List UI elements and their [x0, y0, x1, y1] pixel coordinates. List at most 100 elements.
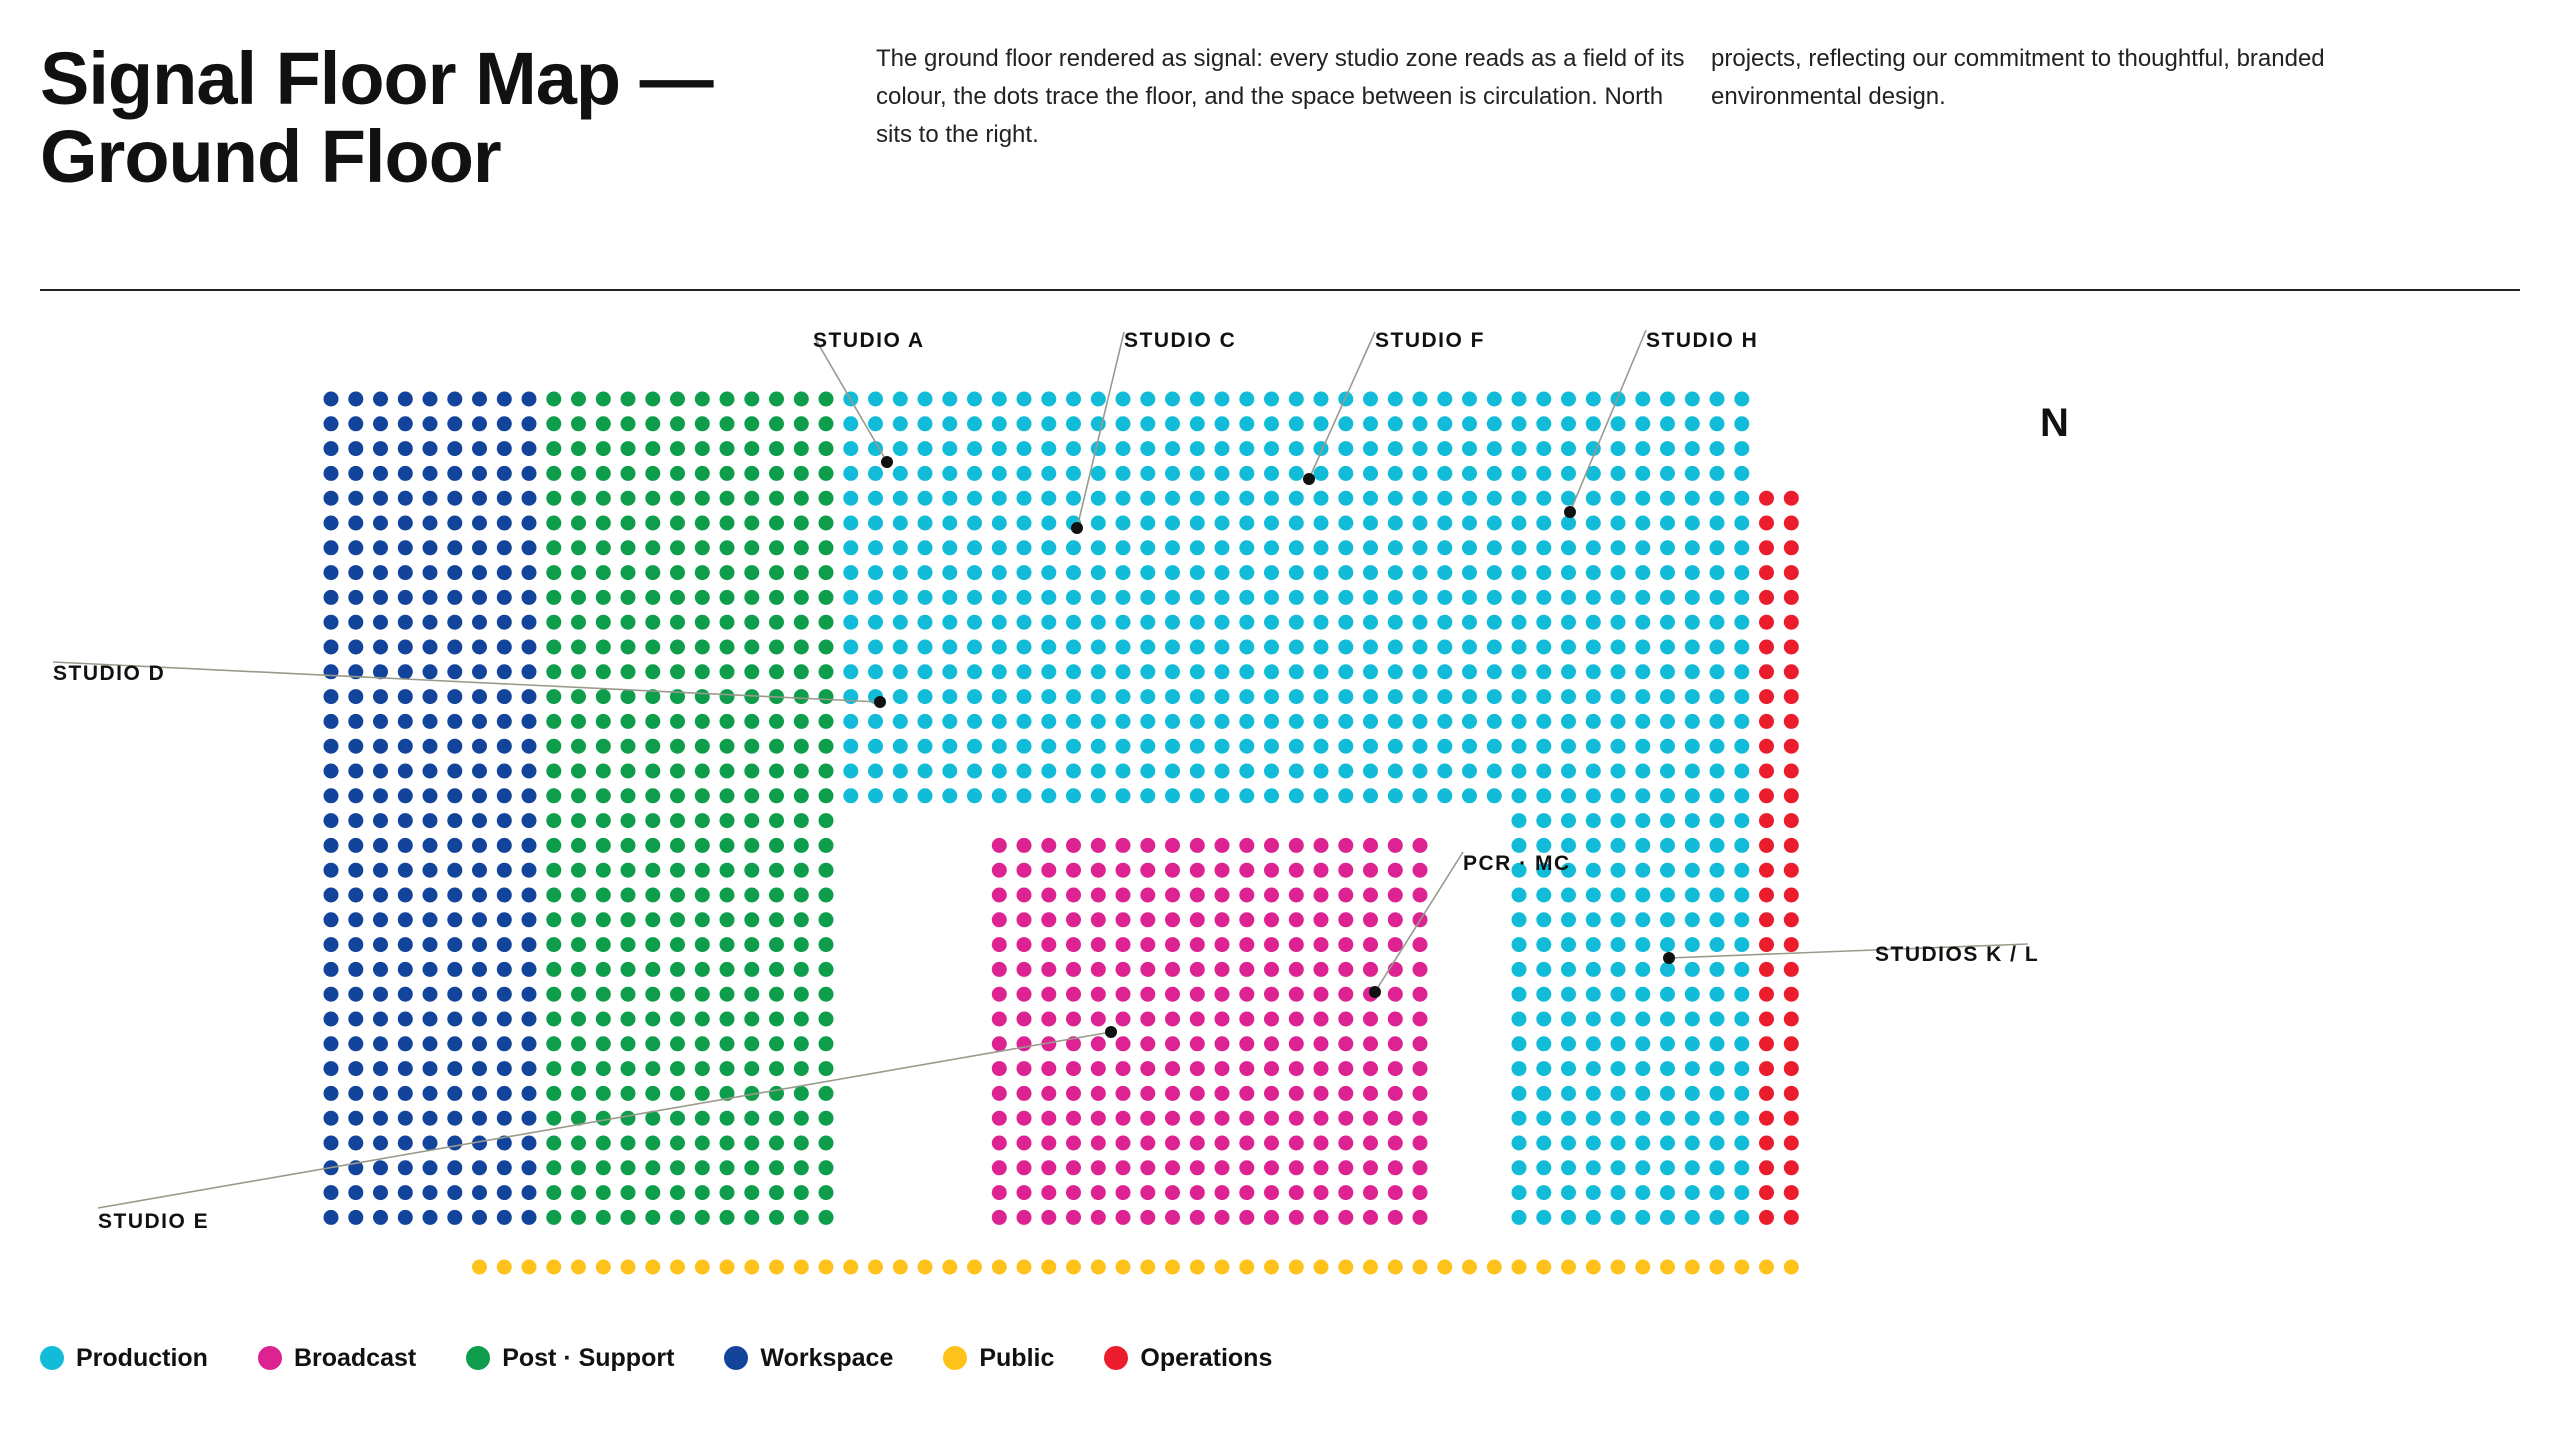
floor-dot-broadcast: [1239, 937, 1255, 953]
floor-dot-workspace: [521, 1135, 537, 1151]
floor-dot-broadcast: [1041, 1085, 1057, 1101]
floor-dot-production: [942, 788, 958, 804]
floor-dot-workspace: [422, 813, 438, 829]
floor-dot-production: [1189, 639, 1205, 655]
floor-dot-post-support: [793, 490, 809, 506]
floor-dot-public: [1734, 1259, 1750, 1275]
floor-dot-production: [1734, 1185, 1750, 1201]
floor-dot-broadcast: [1066, 862, 1081, 878]
floor-dot-workspace: [472, 465, 487, 481]
floor-dot-production: [1561, 639, 1576, 655]
floor-dot-production: [1189, 565, 1205, 581]
floor-dot-operations: [1783, 788, 1799, 804]
floor-dot-post-support: [769, 1085, 784, 1101]
floor-dot-workspace: [447, 540, 463, 556]
floor-dot-post-support: [793, 713, 809, 729]
floor-dot-production: [1536, 689, 1552, 705]
floor-dot-production: [1288, 565, 1304, 581]
floor-dot-production: [868, 763, 883, 779]
floor-dot-production: [1264, 614, 1279, 630]
floor-dot-public: [1437, 1259, 1453, 1275]
floor-dot-production: [1561, 391, 1576, 407]
floor-dot-production: [1486, 589, 1502, 605]
floor-dot-production: [1635, 614, 1651, 630]
floor-dot-production: [1412, 589, 1428, 605]
floor-dot-workspace: [397, 1036, 413, 1052]
floor-dot-production: [1090, 589, 1106, 605]
floor-dot-production: [1288, 763, 1304, 779]
floor-dot-operations: [1759, 887, 1774, 903]
floor-dot-broadcast: [1313, 986, 1329, 1002]
floor-dot-broadcast: [1214, 887, 1230, 903]
floor-dot-post-support: [818, 639, 834, 655]
floor-dot-production: [1511, 540, 1527, 556]
floor-dot-production: [1511, 589, 1527, 605]
floor-dot-post-support: [793, 689, 809, 705]
floor-dot-production: [1610, 540, 1626, 556]
legend-swatch-post-support: [466, 1346, 491, 1370]
floor-dot-broadcast: [1264, 862, 1279, 878]
floor-dot-production: [1511, 1110, 1527, 1126]
floor-dot-workspace: [373, 738, 388, 754]
floor-dot-production: [942, 738, 958, 754]
floor-dot-broadcast: [1016, 912, 1032, 928]
floor-dot-post-support: [769, 391, 784, 407]
callout-leader-studios-k-l: [1668, 943, 2029, 959]
floor-dot-production: [1610, 1036, 1626, 1052]
floor-dot-broadcast: [1412, 1135, 1428, 1151]
floor-dot-broadcast: [1189, 1036, 1205, 1052]
floor-dot-broadcast: [1363, 862, 1378, 878]
floor-dot-workspace: [496, 441, 512, 457]
floor-dot-workspace: [447, 813, 463, 829]
floor-dot-workspace: [373, 689, 388, 705]
floor-dot-production: [1684, 862, 1700, 878]
floor-dot-production: [1189, 614, 1205, 630]
floor-dot-workspace: [323, 961, 339, 977]
floor-dot-production: [1264, 391, 1279, 407]
floor-dot-production: [1536, 540, 1552, 556]
floor-dot-production: [1140, 639, 1156, 655]
floor-dot-production: [1016, 589, 1032, 605]
floor-dot-production: [991, 689, 1007, 705]
floor-dot-broadcast: [1041, 1036, 1057, 1052]
floor-dot-production: [1140, 589, 1156, 605]
floor-dot-production: [1288, 664, 1304, 680]
floor-dot-production: [1288, 465, 1304, 481]
floor-dot-workspace: [472, 689, 487, 705]
floor-dot-broadcast: [1016, 1135, 1032, 1151]
floor-dot-post-support: [694, 763, 710, 779]
floor-dot-post-support: [546, 1185, 562, 1201]
floor-dot-broadcast: [1115, 1110, 1131, 1126]
floor-dot-broadcast: [1288, 887, 1304, 903]
legend-swatch-production: [40, 1346, 64, 1370]
floor-dot-workspace: [496, 986, 512, 1002]
floor-dot-post-support: [645, 1185, 661, 1201]
floor-dot-production: [868, 614, 883, 630]
floor-dot-production: [1660, 887, 1675, 903]
floor-dot-production: [1660, 788, 1675, 804]
floor-dot-production: [1140, 713, 1156, 729]
floor-dot-broadcast: [1165, 961, 1180, 977]
floor-dot-production: [1387, 664, 1403, 680]
floor-dot-broadcast: [1313, 1110, 1329, 1126]
floor-dot-workspace: [323, 565, 339, 581]
floor-dot-operations: [1759, 912, 1774, 928]
floor-dot-production: [1338, 441, 1354, 457]
floor-dot-production: [1585, 713, 1601, 729]
floor-dot-production: [1511, 937, 1527, 953]
floor-dot-workspace: [397, 1085, 413, 1101]
floor-dot-post-support: [670, 416, 685, 432]
floor-dot-workspace: [422, 465, 438, 481]
floor-dot-production: [1635, 515, 1651, 531]
floor-dot-post-support: [670, 837, 685, 853]
floor-dot-production: [1635, 738, 1651, 754]
floor-dot-workspace: [373, 515, 388, 531]
floor-dot-post-support: [571, 689, 586, 705]
floor-dot-production: [868, 540, 883, 556]
floor-dot-production: [1066, 664, 1081, 680]
floor-dot-post-support: [645, 738, 661, 754]
floor-dot-broadcast: [1338, 912, 1354, 928]
floor-dot-broadcast: [1363, 1011, 1378, 1027]
floor-dot-production: [843, 540, 859, 556]
floor-dot-production: [1363, 391, 1378, 407]
